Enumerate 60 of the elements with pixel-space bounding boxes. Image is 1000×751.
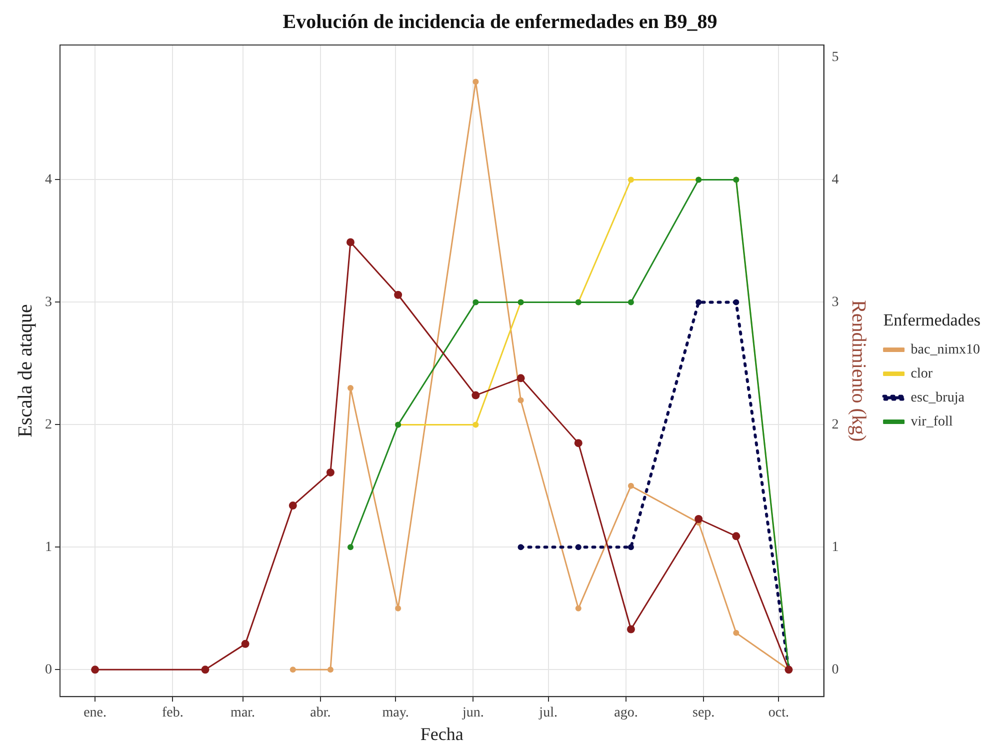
point (472, 422, 479, 428)
y2-tick-label: 4 (832, 172, 839, 188)
point (575, 544, 582, 550)
y-tick-label: 0 (45, 662, 52, 678)
point (241, 640, 250, 648)
y2-tick-label: 2 (832, 417, 839, 432)
point (347, 544, 354, 550)
point (472, 299, 479, 306)
y2-tick-label: 0 (832, 662, 839, 678)
legend-label: esc_bruja (910, 390, 966, 406)
y-tick-label: 1 (45, 540, 52, 555)
point (395, 605, 402, 612)
point (472, 78, 479, 85)
point (733, 630, 740, 636)
y-tick-label: 3 (45, 294, 52, 310)
point (518, 544, 524, 550)
x-tick-label: feb. (162, 706, 184, 721)
point (628, 544, 634, 550)
point (472, 391, 480, 400)
point (626, 625, 635, 634)
point (394, 290, 402, 299)
point (628, 176, 634, 183)
point (628, 299, 634, 306)
point (347, 384, 354, 391)
point (326, 468, 334, 476)
y-tick-label: 4 (45, 172, 52, 188)
y-axis-title: Escala de ataque (14, 304, 36, 438)
point (288, 502, 297, 510)
y-tick-label: 2 (45, 417, 52, 432)
point (694, 515, 703, 524)
x-tick-label: ene. (84, 706, 107, 721)
x-tick-label: sep. (692, 706, 715, 721)
legend-label: clor (910, 366, 933, 382)
point (696, 299, 702, 306)
x-tick-label: jun. (462, 706, 484, 721)
point (628, 482, 634, 489)
x-tick-label: abr. (310, 706, 331, 721)
point (290, 666, 296, 673)
x-tick-label: jul. (538, 706, 558, 721)
x-tick-label: oct. (768, 706, 790, 721)
x-axis-title: Fecha (420, 724, 464, 744)
legend-label: vir_foll (910, 414, 953, 430)
legend-label: bac_nimx10 (910, 342, 980, 358)
point (516, 374, 525, 382)
x-tick-label: ago. (614, 706, 638, 721)
point (327, 666, 334, 673)
chart-title: Evolución de incidencia de enfermedades en B9_89 (282, 11, 718, 34)
point (575, 605, 582, 612)
y2-axis-title: Rendimiento (kg) (848, 300, 870, 442)
x-tick-label: may. (382, 706, 409, 721)
y2-tick-label: 3 (832, 294, 839, 310)
point (346, 238, 354, 246)
legend-title: Enfermedades (883, 310, 981, 330)
x-tick-label: mar. (230, 706, 256, 721)
point (518, 397, 524, 404)
y2-tick-label: 5 (832, 50, 839, 65)
point (574, 439, 582, 448)
y2-tick-label: 1 (832, 540, 839, 555)
point (732, 532, 740, 540)
point (733, 299, 740, 306)
